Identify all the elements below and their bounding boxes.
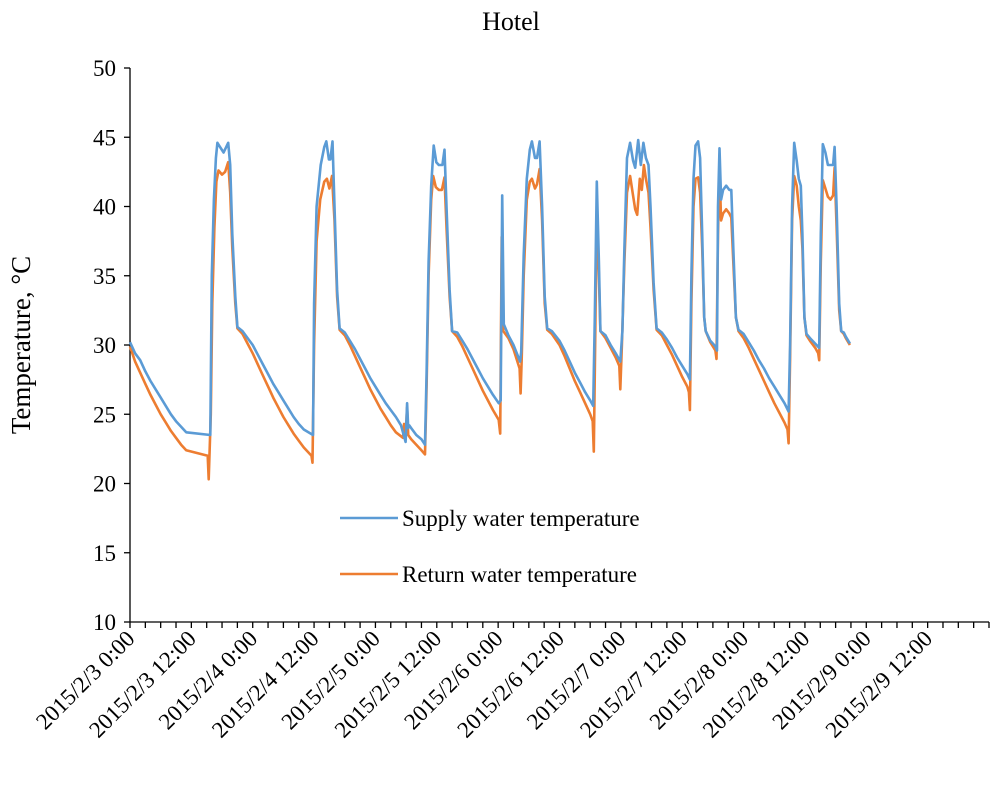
y-tick-label: 15 [93,541,116,566]
x-tick-label: 2015/2/4 12:00 [207,626,324,743]
legend-label: Supply water temperature [402,506,640,531]
x-tick-label: 2015/2/8 12:00 [698,626,815,743]
series-line-return-water-temperature [128,160,852,481]
y-tick-label: 50 [93,56,116,81]
y-axis-label: Temperature, °C [6,256,36,434]
x-tick-label: 2015/2/7 12:00 [575,626,692,743]
y-tick-label: 40 [93,195,116,220]
chart-title: Hotel [482,7,540,36]
y-tick-label: 20 [93,472,116,497]
x-tick-label: 2015/2/9 12:00 [821,626,938,743]
y-tick-label: 45 [93,125,116,150]
series-line-supply-water-temperature [128,138,852,446]
y-tick-label: 25 [93,402,116,427]
y-tick-label: 30 [93,333,116,358]
x-tick-label: 2015/2/6 12:00 [452,626,569,743]
series-layer [128,138,852,481]
y-tick-label: 10 [93,610,116,635]
x-tick-label: 2015/2/5 12:00 [330,626,447,743]
legend: Supply water temperature Return water tem… [340,506,640,587]
y-tick-label: 35 [93,264,116,289]
legend-label: Return water temperature [402,562,637,587]
x-tick-label: 2015/2/3 12:00 [84,626,201,743]
